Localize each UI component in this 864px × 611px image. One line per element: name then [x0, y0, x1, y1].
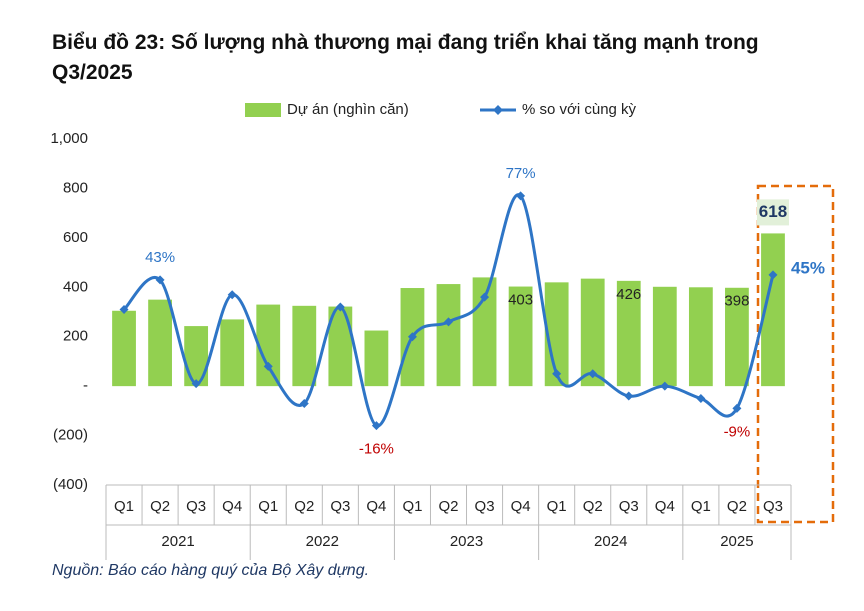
bar: [148, 299, 172, 387]
year-label: 2022: [306, 533, 339, 550]
x-tick-label: Q2: [727, 498, 747, 515]
x-tick-label: Q1: [258, 498, 278, 515]
bar: [652, 286, 677, 387]
value-label: 398: [724, 293, 749, 310]
x-tick-label: Q4: [511, 498, 531, 515]
bar: [256, 304, 281, 387]
year-label: 2021: [161, 533, 194, 550]
x-tick-label: Q3: [619, 498, 639, 515]
highlight-box: [756, 184, 835, 524]
value-label: 77%: [506, 165, 536, 182]
y-tick-label: 600: [63, 229, 88, 246]
value-label: -16%: [359, 441, 394, 458]
line-marker: [407, 332, 417, 342]
x-tick-label: Q4: [655, 498, 675, 515]
line-marker: [624, 391, 634, 401]
line-marker: [263, 361, 273, 371]
bar: [292, 305, 317, 387]
x-tick-label: Q3: [475, 498, 495, 515]
value-label: 618: [759, 202, 787, 221]
bar: [616, 280, 641, 387]
legend-label: % so với cùng kỳ: [522, 101, 637, 118]
line-marker: [155, 275, 165, 285]
year-label: 2025: [720, 533, 753, 550]
y-tick-label: 400: [63, 278, 88, 295]
y-tick-label: (200): [53, 427, 88, 444]
bar: [436, 284, 461, 387]
bar: [364, 330, 389, 387]
line-marker: [335, 302, 345, 312]
year-label: 2023: [450, 533, 483, 550]
bar: [725, 287, 749, 387]
bar: [328, 306, 353, 387]
y-tick-label: 800: [63, 179, 88, 196]
line-marker: [516, 191, 526, 201]
x-tick-label: Q2: [438, 498, 458, 515]
line-marker: [444, 317, 453, 327]
bar: [220, 319, 245, 387]
value-label: -9%: [724, 423, 751, 440]
line-marker: [696, 394, 706, 403]
value-label: 403: [508, 292, 533, 309]
line-marker: [768, 270, 778, 280]
line-marker: [371, 421, 381, 431]
y-tick-label: -: [83, 377, 88, 394]
x-tick-label: Q2: [294, 498, 314, 515]
x-tick-label: Q3: [330, 498, 350, 515]
value-label: 45%: [791, 258, 825, 277]
bar: [580, 278, 605, 387]
bar: [112, 310, 136, 387]
value-label-box: [756, 199, 789, 226]
x-tick-label: Q1: [547, 498, 567, 515]
line-marker: [588, 369, 598, 379]
x-tick-label: Q3: [763, 498, 783, 515]
x-tick-label: Q1: [402, 498, 422, 515]
bar: [688, 287, 713, 387]
legend-label: Dự án (nghìn căn): [287, 101, 409, 118]
y-tick-label: (400): [53, 476, 88, 493]
x-tick-label: Q1: [114, 498, 134, 515]
value-label: 43%: [145, 249, 175, 266]
bar: [761, 233, 785, 387]
source-note: Nguồn: Báo cáo hàng quý của Bộ Xây dựng.: [52, 562, 370, 579]
x-tick-label: Q3: [186, 498, 206, 515]
x-tick-label: Q2: [150, 498, 170, 515]
year-label: 2024: [594, 533, 627, 550]
x-tick-label: Q4: [222, 498, 242, 515]
line-marker: [732, 403, 742, 413]
chart-title: Biểu đồ 23: Số lượng nhà thương mại đang…: [52, 31, 759, 84]
line-marker: [660, 381, 670, 391]
y-tick-label: 1,000: [50, 130, 88, 147]
legend-swatch: [245, 103, 281, 117]
y-tick-label: 200: [63, 328, 88, 345]
line-marker: [552, 369, 562, 379]
line-marker: [299, 398, 309, 408]
value-label: 426: [616, 286, 641, 303]
x-tick-label: Q2: [583, 498, 603, 515]
line-marker: [480, 292, 490, 302]
x-tick-label: Q4: [366, 498, 386, 515]
line-marker: [227, 290, 237, 300]
line-marker: [191, 379, 201, 389]
bar: [544, 282, 569, 387]
x-tick-label: Q1: [691, 498, 711, 515]
line-marker: [119, 305, 129, 315]
legend-swatch: [493, 105, 503, 115]
bar: [184, 326, 209, 387]
bar: [508, 286, 533, 387]
